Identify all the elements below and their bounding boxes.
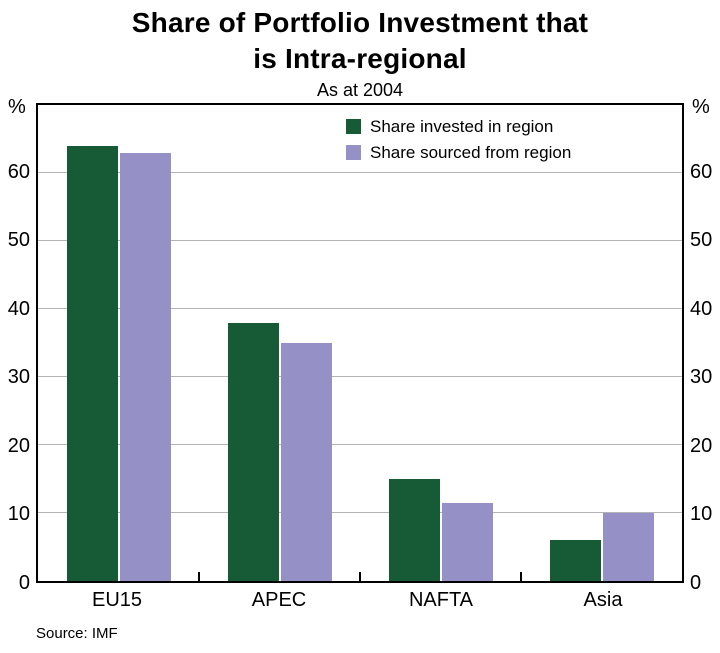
y-tick-label-left-30: 30 <box>7 366 30 389</box>
bar-sourced-eu15 <box>119 152 171 581</box>
y-axis-unit-left: % <box>8 96 26 118</box>
x-category-label-nafta: NAFTA <box>408 589 474 611</box>
x-axis-labels: EU15 APEC NAFTA Asia <box>36 589 684 612</box>
chart-title-line1: Share of Portfolio Investment that <box>131 7 589 38</box>
y-tick-label-left-40: 40 <box>7 297 30 320</box>
chart-title-line2: is Intra-regional <box>253 43 467 74</box>
gridline-60 <box>38 172 682 173</box>
y-tick-label-right-10: 10 <box>690 503 713 526</box>
y-tick-label-left-20: 20 <box>7 434 30 457</box>
legend-item-sourced: Share sourced from region <box>346 143 571 162</box>
y-axis-labels-right: 0 10 20 30 40 50 60 <box>690 103 720 594</box>
y-tick-label-right-20: 20 <box>690 434 713 457</box>
y-tick-label-right-30: 30 <box>690 366 713 389</box>
y-axis-unit-right: % <box>692 96 710 118</box>
bar-invested-apec <box>227 322 279 581</box>
gridline-50 <box>38 240 682 241</box>
source-note: Source: IMF <box>36 625 118 642</box>
x-category-label-asia: Asia <box>583 589 623 611</box>
gridline-30 <box>38 376 682 377</box>
chart-title: Share of Portfolio Investment that is In… <box>0 5 720 77</box>
x-axis-tick <box>198 572 200 581</box>
x-axis-tick <box>520 572 522 581</box>
legend-item-invested: Share invested in region <box>346 117 571 136</box>
chart-subtitle: As at 2004 <box>316 80 404 100</box>
y-axis-labels-left: 0 10 20 30 40 50 60 <box>0 103 30 594</box>
bar-sourced-apec <box>280 343 332 581</box>
legend-label: Share sourced from region <box>370 143 572 162</box>
bar-sourced-asia <box>602 513 654 581</box>
gridline-20 <box>38 444 682 445</box>
y-tick-label-left-10: 10 <box>7 503 30 526</box>
y-tick-label-right-0: 0 <box>690 572 702 594</box>
y-tick-label-right-40: 40 <box>690 297 713 320</box>
y-tick-label-right-50: 50 <box>690 229 713 252</box>
legend-label: Share invested in region <box>370 117 554 136</box>
bar-invested-nafta <box>388 479 440 581</box>
y-tick-label-right-60: 60 <box>690 160 713 183</box>
legend: Share invested in region Share sourced fr… <box>346 117 571 169</box>
x-category-label-apec: APEC <box>251 589 307 611</box>
bar-invested-eu15 <box>66 145 118 581</box>
y-tick-label-left-60: 60 <box>7 160 30 183</box>
y-tick-label-left-50: 50 <box>7 229 30 252</box>
plot-area: Share invested in region Share sourced fr… <box>36 103 684 583</box>
x-category-label-eu15: EU15 <box>91 589 143 611</box>
bar-sourced-nafta <box>441 502 493 581</box>
bar-invested-asia <box>549 540 601 581</box>
y-tick-label-left-0: 0 <box>18 572 30 594</box>
plot-inner: Share invested in region Share sourced fr… <box>38 105 682 581</box>
gridline-40 <box>38 308 682 309</box>
x-axis-tick <box>359 572 361 581</box>
legend-swatch-icon <box>346 145 361 160</box>
legend-swatch-icon <box>346 119 361 134</box>
gridline-10 <box>38 512 682 513</box>
